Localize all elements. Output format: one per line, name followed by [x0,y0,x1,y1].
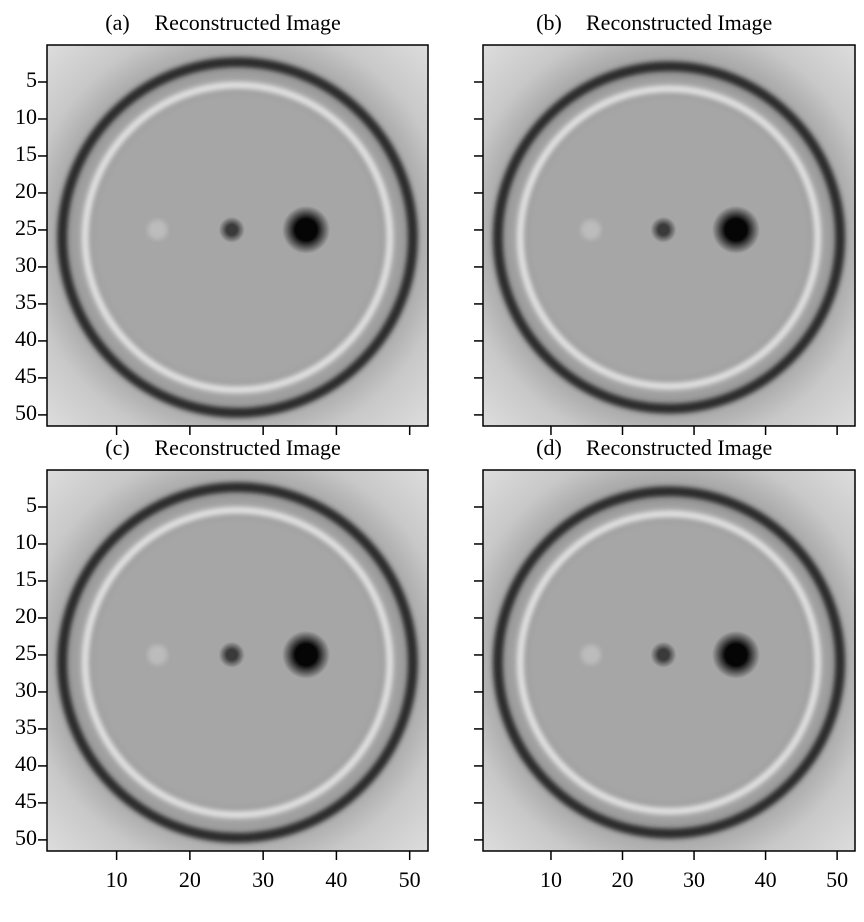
image [47,470,428,851]
y-tick-label: 30 [15,677,37,702]
x-tick-label: 50 [826,867,848,892]
x-tick-label: 10 [106,867,128,892]
x-tick-label: 40 [325,867,347,892]
y-tick-label: 35 [15,714,37,739]
panel-title: Reconstructed Image [586,435,772,460]
faint-spot [581,645,601,665]
y-tick-label: 5 [26,492,37,517]
small-spot [650,217,676,243]
small-spot [219,217,245,243]
y-tick-label: 20 [15,178,37,203]
x-tick-label: 20 [612,867,634,892]
y-tick-label: 30 [15,252,37,277]
y-tick-label: 45 [15,363,37,388]
y-tick-label: 45 [15,788,37,813]
panel-label: (d) [536,435,562,460]
image [47,45,428,426]
x-tick-label: 50 [399,867,421,892]
x-tick-label: 30 [252,867,274,892]
y-tick-label: 50 [15,400,37,425]
image [483,470,855,851]
y-tick-label: 50 [15,825,37,850]
faint-spot [147,645,167,665]
x-tick-label: 10 [540,867,562,892]
y-tick-label: 35 [15,289,37,314]
panel-title: Reconstructed Image [586,10,772,35]
y-tick-label: 25 [15,640,37,665]
large-spot [712,206,760,254]
y-tick-label: 10 [15,104,37,129]
y-tick-label: 40 [15,751,37,776]
x-tick-label: 40 [755,867,777,892]
panel-label: (b) [536,10,562,35]
y-tick-label: 10 [15,529,37,554]
panel-label: (c) [105,435,129,460]
image [483,45,855,426]
large-spot [282,206,330,254]
panel-title: Reconstructed Image [155,10,341,35]
y-tick-label: 40 [15,326,37,351]
x-tick-label: 30 [683,867,705,892]
y-tick-label: 15 [15,566,37,591]
figure: 5 10 15 20 25 30 35 40 45 50 (a) Reconstructed Imag… [0,0,864,922]
y-tick-label: 20 [15,603,37,628]
small-spot [219,642,245,668]
y-tick-label: 5 [26,67,37,92]
faint-spot [581,220,601,240]
panel-title: Reconstructed Image [155,435,341,460]
y-tick-label: 25 [15,215,37,240]
large-spot [282,631,330,679]
small-spot [650,642,676,668]
x-tick-label: 20 [179,867,201,892]
faint-spot [147,220,167,240]
large-spot [712,631,760,679]
y-tick-label: 15 [15,141,37,166]
panel-label: (a) [105,10,129,35]
